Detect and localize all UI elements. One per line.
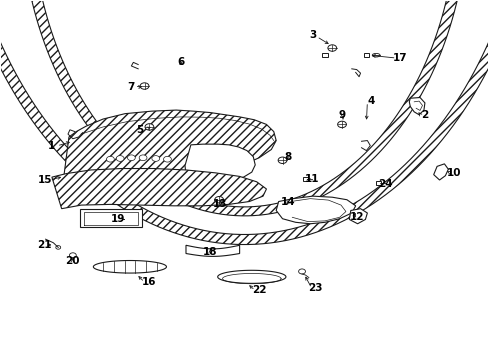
Text: 12: 12 [349, 212, 363, 221]
Polygon shape [0, 0, 488, 244]
Polygon shape [52, 168, 266, 209]
Polygon shape [408, 98, 424, 115]
Polygon shape [185, 245, 239, 256]
Circle shape [106, 156, 114, 162]
Bar [363, 53, 368, 57]
Polygon shape [433, 164, 447, 180]
Circle shape [298, 269, 305, 274]
Text: 7: 7 [127, 82, 135, 93]
Circle shape [152, 156, 159, 161]
Text: 4: 4 [367, 96, 374, 106]
Circle shape [69, 253, 76, 258]
Circle shape [337, 121, 346, 128]
Text: 15: 15 [37, 175, 52, 185]
Text: 22: 22 [251, 285, 266, 296]
Bar [375, 181, 381, 185]
Text: 23: 23 [307, 283, 322, 293]
Circle shape [327, 45, 336, 51]
Circle shape [145, 124, 154, 130]
Text: 13: 13 [212, 199, 227, 210]
Ellipse shape [371, 53, 379, 57]
Circle shape [214, 197, 223, 203]
Polygon shape [20, 0, 468, 216]
Text: 6: 6 [177, 57, 184, 67]
Text: 2: 2 [421, 111, 427, 121]
Text: 24: 24 [378, 179, 392, 189]
Text: 11: 11 [304, 174, 318, 184]
Text: 19: 19 [110, 215, 124, 224]
Text: 16: 16 [142, 277, 156, 287]
Text: 18: 18 [203, 247, 217, 257]
Circle shape [116, 156, 124, 161]
Text: 3: 3 [308, 30, 316, 40]
Text: 1: 1 [48, 141, 56, 151]
Text: 10: 10 [446, 168, 461, 178]
Circle shape [140, 83, 149, 89]
Polygon shape [276, 196, 355, 224]
Text: 9: 9 [338, 111, 345, 121]
Circle shape [278, 157, 286, 163]
Circle shape [139, 155, 147, 161]
Text: 17: 17 [392, 53, 407, 63]
Bar [322, 53, 327, 57]
Polygon shape [348, 209, 366, 224]
Polygon shape [184, 144, 255, 181]
Circle shape [163, 156, 171, 162]
Polygon shape [93, 261, 166, 273]
Polygon shape [217, 270, 285, 283]
Text: 14: 14 [281, 197, 295, 207]
Text: 20: 20 [65, 256, 80, 266]
Polygon shape [64, 110, 276, 184]
Circle shape [56, 246, 61, 249]
Text: 5: 5 [136, 125, 143, 135]
Text: 21: 21 [37, 239, 52, 249]
Polygon shape [80, 210, 142, 227]
Circle shape [127, 155, 135, 161]
Text: 8: 8 [284, 152, 291, 162]
Bar [302, 177, 307, 181]
